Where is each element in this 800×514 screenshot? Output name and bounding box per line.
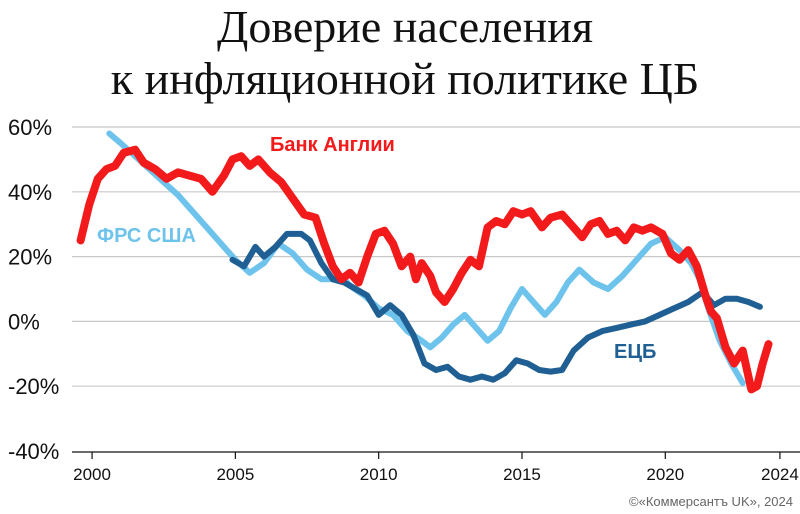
- series-label-fed: ФРС США: [97, 225, 196, 247]
- x-tick-label: 2005: [216, 465, 254, 484]
- series-line-fed: [106, 130, 746, 386]
- y-tick-label: 20%: [8, 245, 52, 270]
- x-tick-label: 2000: [73, 465, 111, 484]
- grid: [72, 126, 800, 387]
- chart-title-line1: Доверие населения: [217, 1, 593, 52]
- series-lines: [76, 130, 773, 394]
- x-tick-label: 2024: [761, 465, 799, 484]
- y-tick-label: 60%: [8, 115, 52, 140]
- y-axis-ticks: 60% 40% 20% 0% -20% -40%: [8, 115, 59, 464]
- y-tick-label: 40%: [8, 180, 52, 205]
- y-tick-label: -20%: [8, 374, 59, 399]
- y-tick-label: -40%: [8, 439, 59, 464]
- series-label-boe: Банк Англии: [270, 134, 395, 156]
- x-axis-ticks: 2000 2005 2010 2015 2020 2024: [73, 452, 799, 484]
- x-tick-label: 2015: [503, 465, 541, 484]
- x-tick-label: 2010: [360, 465, 398, 484]
- series-label-ecb: ЕЦБ: [614, 341, 656, 363]
- chart-title-line2: к инфляционной политике ЦБ: [111, 53, 700, 104]
- series-line-boe: [76, 145, 773, 394]
- credit: ©«Коммерсантъ UK», 2024: [629, 494, 793, 509]
- series-line-ecb: [229, 230, 763, 383]
- y-tick-label: 0%: [8, 309, 40, 334]
- x-tick-label: 2020: [646, 465, 684, 484]
